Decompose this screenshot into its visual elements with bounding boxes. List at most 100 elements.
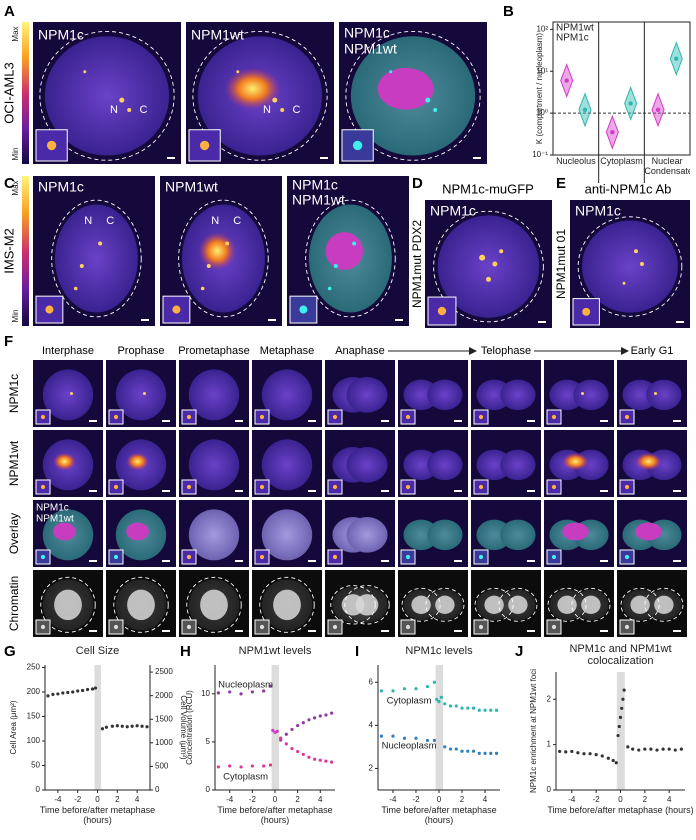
point xyxy=(618,715,623,719)
inset-focus xyxy=(437,306,447,316)
point xyxy=(262,764,266,768)
inset-focus xyxy=(113,414,119,420)
point xyxy=(425,738,430,743)
cell-outline xyxy=(401,587,441,622)
inset-focus xyxy=(405,484,411,490)
nucleolus-signal xyxy=(126,522,149,541)
point xyxy=(71,690,75,694)
image-title: NPM1wt xyxy=(191,27,244,43)
cell xyxy=(646,379,682,411)
inset-focus xyxy=(624,624,630,630)
point xyxy=(564,750,568,754)
scale-bar xyxy=(473,157,481,159)
panel-label: E xyxy=(556,175,566,192)
inset-focus xyxy=(40,414,46,420)
point xyxy=(110,724,114,728)
scale-bar xyxy=(162,420,170,422)
inset-focus xyxy=(186,554,192,560)
focus xyxy=(127,108,132,113)
x-tick-label: 4 xyxy=(135,795,140,804)
image-title: NPM1wt xyxy=(165,179,218,195)
nucleolus-signal xyxy=(635,522,662,541)
point xyxy=(318,758,322,762)
point xyxy=(606,756,610,760)
series-label: Nucleoplasm xyxy=(218,679,273,690)
point xyxy=(600,754,604,758)
micrograph xyxy=(325,570,395,637)
x-axis-label: Time before/after metaphase (hours) xyxy=(217,806,333,825)
scale-bar xyxy=(268,319,276,321)
scale-bar xyxy=(167,157,175,159)
panel-label: H xyxy=(180,643,191,660)
x-tick-label: 0 xyxy=(95,795,100,804)
micrograph xyxy=(325,500,395,567)
inset-focus xyxy=(478,554,484,560)
series-label: Cytoplasm xyxy=(223,771,268,782)
scale-bar xyxy=(89,420,97,422)
inset-focus xyxy=(259,624,265,630)
cell xyxy=(261,509,313,561)
inset-focus xyxy=(551,484,557,490)
micrograph xyxy=(179,430,249,497)
micrograph xyxy=(179,570,249,637)
point xyxy=(448,704,453,708)
point xyxy=(228,690,232,694)
scale-bar xyxy=(235,560,243,562)
point xyxy=(622,688,626,692)
cell xyxy=(573,379,609,411)
point xyxy=(466,749,470,753)
chart-title-box: NPM1c and NPM1wt colocalization xyxy=(569,643,671,667)
point xyxy=(432,680,436,684)
focus xyxy=(499,249,504,254)
micrograph xyxy=(471,500,541,567)
scale-bar xyxy=(600,560,608,562)
micrograph xyxy=(252,500,322,567)
point xyxy=(284,742,288,746)
inset xyxy=(35,295,64,324)
cell xyxy=(261,439,313,491)
phase-label: Anaphase xyxy=(335,345,385,357)
chart-title: Cell Size xyxy=(75,645,120,657)
point xyxy=(402,687,407,691)
point xyxy=(228,764,232,768)
point xyxy=(324,759,328,763)
y2-tick-label: 2500 xyxy=(155,667,173,676)
marker-n: N xyxy=(263,104,271,116)
micrograph xyxy=(179,500,249,567)
phase-label: Prophase xyxy=(117,345,164,357)
micrograph xyxy=(398,360,468,427)
cell-outline xyxy=(40,576,96,633)
overlay-title: NPM1wt xyxy=(292,192,345,208)
y-tick-label: 5 xyxy=(206,737,211,746)
micrograph xyxy=(106,500,176,567)
image-title: NPM1c xyxy=(38,179,84,195)
micrograph xyxy=(617,570,687,637)
cell-outline xyxy=(620,587,660,622)
point xyxy=(135,724,139,728)
micrograph xyxy=(617,430,687,497)
cell xyxy=(44,36,170,156)
point xyxy=(93,686,98,690)
x-tick-label: -4 xyxy=(389,795,397,804)
point xyxy=(100,727,105,731)
point xyxy=(594,753,598,757)
x-tick-label: -2 xyxy=(74,795,82,804)
scale-bar xyxy=(454,420,462,422)
median xyxy=(564,78,569,83)
point xyxy=(56,692,60,696)
x-axis-label: Time before/after metaphase (hours) xyxy=(39,806,156,825)
point xyxy=(443,745,447,749)
focus xyxy=(83,70,87,74)
inset-focus xyxy=(624,414,630,420)
point xyxy=(250,690,254,694)
nucleolus-signal xyxy=(325,232,364,270)
inset-focus xyxy=(113,484,119,490)
overlay-title: NPM1c xyxy=(292,177,338,193)
inset-focus xyxy=(332,484,338,490)
nucleolus-signal xyxy=(53,452,76,471)
inset-focus xyxy=(551,624,557,630)
content: A B C D E F G H I J Max Min OCI-AML3 NPM1c N C NPM1wt N C N… xyxy=(1,3,693,825)
micrograph xyxy=(186,22,334,164)
focus xyxy=(143,392,146,395)
point xyxy=(614,761,618,765)
